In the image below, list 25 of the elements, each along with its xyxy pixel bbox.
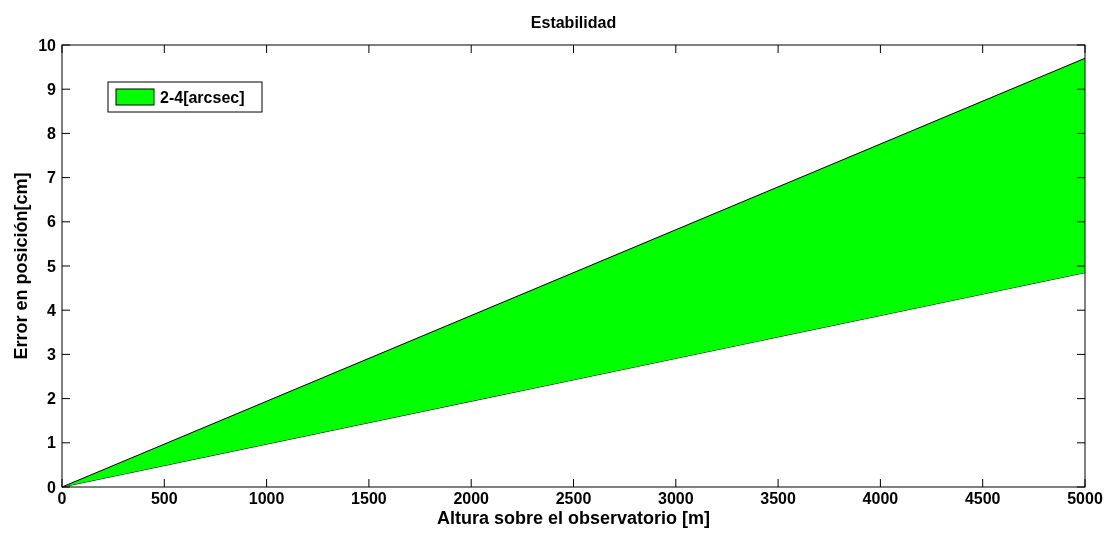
y-tick-label: 6 — [47, 213, 57, 231]
x-tick-label: 4500 — [964, 490, 1001, 507]
x-tick-label: 1500 — [351, 490, 387, 507]
x-tick-label: 3500 — [760, 490, 796, 507]
x-tick-label: 3000 — [658, 490, 694, 507]
x-tick-label: 1000 — [248, 490, 285, 507]
y-tick-label: 10 — [38, 36, 57, 54]
y-tick-label: 8 — [47, 125, 57, 142]
y-axis-title: Error en posición[cm] — [11, 172, 31, 360]
x-tick-label: 4000 — [862, 490, 899, 507]
y-tick-label: 4 — [47, 301, 57, 319]
x-tick-label: 2000 — [453, 490, 490, 507]
y-tick-label: 3 — [47, 346, 57, 363]
y-tick-label: 9 — [47, 80, 57, 98]
y-tick-label: 5 — [47, 257, 57, 275]
legend-label: 2-4[arcsec] — [160, 88, 245, 106]
x-tick-label: 500 — [150, 490, 178, 507]
y-tick-label: 2 — [47, 390, 57, 408]
y-tick-label: 1 — [47, 434, 57, 452]
x-tick-label: 2500 — [555, 490, 592, 507]
y-tick-label: 7 — [47, 169, 57, 187]
x-tick-label: 5000 — [1067, 490, 1103, 507]
x-axis-title: Altura sobre el observatorio [m] — [436, 508, 711, 528]
y-tick-label: 0 — [47, 478, 57, 496]
chart-title: Estabilidad — [530, 14, 617, 31]
